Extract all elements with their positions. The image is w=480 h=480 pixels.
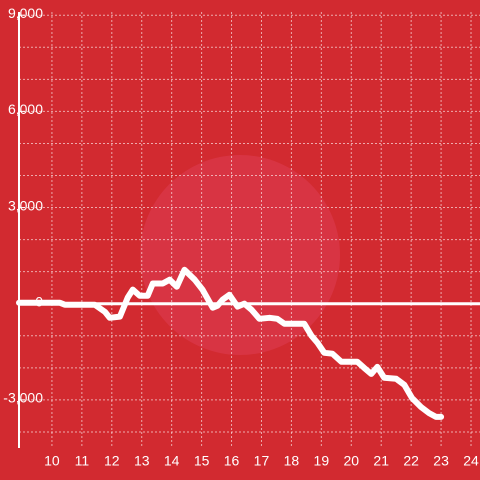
x-tick-label: 14 [164, 453, 180, 469]
x-tick-label: 24 [463, 453, 479, 469]
x-tick-label: 16 [224, 453, 240, 469]
x-tick-label: 20 [343, 453, 359, 469]
x-tick-label: 10 [44, 453, 60, 469]
x-tick-label: 23 [433, 453, 449, 469]
x-tick-label: 22 [403, 453, 419, 469]
y-tick-label: 3,000 [8, 197, 43, 213]
y-tick-label: -3,000 [3, 390, 43, 406]
data-line [16, 266, 445, 420]
x-tick-label: 15 [194, 453, 210, 469]
x-tick-label: 19 [314, 453, 330, 469]
x-tick-label: 18 [284, 453, 300, 469]
x-tick-label: 11 [75, 453, 90, 469]
y-tick-label: 9,000 [8, 5, 43, 21]
x-tick-label: 12 [104, 453, 120, 469]
watermark [140, 155, 340, 355]
x-tick-label: 21 [373, 453, 389, 469]
x-tick-label: 13 [134, 453, 150, 469]
y-tick-label: 6,000 [8, 101, 43, 117]
x-tick-label: 17 [254, 453, 270, 469]
